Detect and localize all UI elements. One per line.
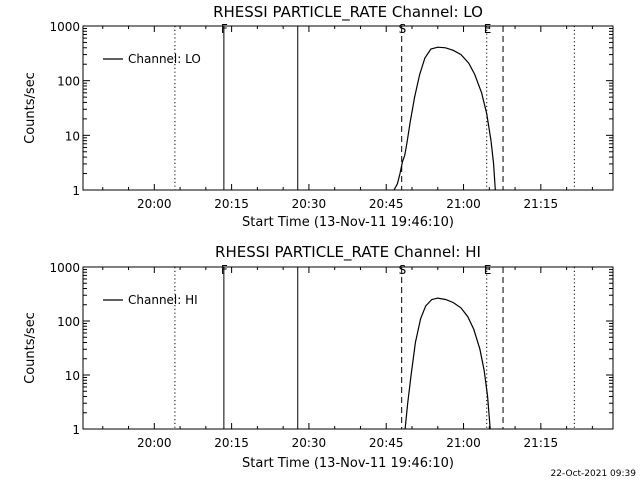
hi-channel-panel: RHESSI PARTICLE_RATE Channel: HI 20:00 20:… (23, 243, 614, 471)
lo-channel-panel: RHESSI PARTICLE_RATE Channel: LO 20:00 20:… (23, 3, 614, 230)
marker-label: F (221, 263, 228, 277)
x-tick-label: 21:00 (446, 436, 481, 450)
x-tick-label: 20:00 (137, 436, 172, 450)
plot-frame (82, 25, 614, 191)
y-tick-label: 100 (57, 75, 80, 89)
y-tick-label: 1000 (49, 20, 80, 34)
x-tick-label: 20:15 (214, 197, 249, 211)
x-axis-label: Start Time (13-Nov-11 19:46:10) (242, 456, 454, 471)
legend-label: Channel: HI (128, 293, 198, 307)
footer-timestamp: 22-Oct-2021 09:39 (551, 469, 637, 479)
x-tick-label: 20:30 (292, 436, 327, 450)
y-axis-label: Counts/sec (23, 72, 38, 144)
y-tick-label: 1 (72, 184, 80, 198)
x-tick-label: 21:00 (446, 197, 481, 211)
x-tick-label: 21:15 (524, 197, 559, 211)
series-line (404, 297, 491, 430)
x-tick-label: 20:00 (137, 197, 172, 211)
legend-label: Channel: LO (128, 52, 201, 66)
marker-label: S (399, 22, 407, 36)
x-tick-label: 20:45 (369, 436, 404, 450)
x-axis-label: Start Time (13-Nov-11 19:46:10) (242, 215, 454, 230)
marker-label: E (484, 263, 492, 277)
marker-label: S (399, 263, 407, 277)
y-tick-label: 10 (65, 369, 80, 383)
marker-label: F (221, 22, 228, 36)
plot-frame (82, 266, 614, 430)
marker-label: E (484, 22, 492, 36)
chart-title: RHESSI PARTICLE_RATE Channel: LO (213, 3, 483, 22)
x-tick-label: 20:45 (369, 197, 404, 211)
chart-title: RHESSI PARTICLE_RATE Channel: HI (215, 243, 481, 262)
x-tick-label: 20:15 (214, 436, 249, 450)
x-tick-label: 21:15 (524, 436, 559, 450)
x-tick-label: 20:30 (292, 197, 327, 211)
y-tick-label: 1 (72, 423, 80, 437)
y-axis-label: Counts/sec (23, 312, 38, 384)
y-tick-label: 1000 (49, 261, 80, 275)
y-tick-label: 10 (65, 129, 80, 143)
series-line (393, 46, 496, 191)
y-tick-label: 100 (57, 315, 80, 329)
